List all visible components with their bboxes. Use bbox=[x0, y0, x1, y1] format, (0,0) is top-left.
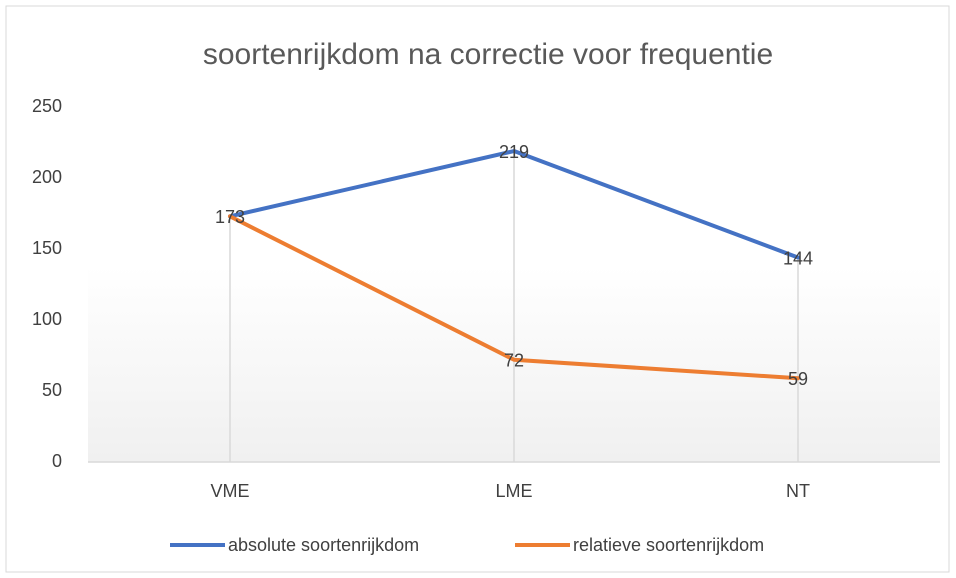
y-tick-label: 150 bbox=[32, 238, 62, 258]
y-tick-label: 0 bbox=[52, 451, 62, 471]
data-label: 72 bbox=[504, 351, 524, 371]
y-tick-label: 200 bbox=[32, 167, 62, 187]
chart-title: soortenrijkdom na correctie voor frequen… bbox=[203, 38, 773, 71]
y-tick-label: 50 bbox=[42, 380, 62, 400]
y-tick-label: 250 bbox=[32, 96, 62, 116]
x-tick-label: NT bbox=[786, 481, 810, 501]
series-line bbox=[228, 149, 800, 260]
legend-label: absolute soortenrijkdom bbox=[228, 535, 419, 555]
x-tick-label: VME bbox=[210, 481, 249, 501]
series-line bbox=[228, 214, 800, 381]
data-label: 144 bbox=[783, 248, 813, 268]
data-label: 173 bbox=[215, 207, 245, 227]
data-label: 59 bbox=[788, 369, 808, 389]
x-tick-label: LME bbox=[495, 481, 532, 501]
data-label: 219 bbox=[499, 142, 529, 162]
legend-label: relatieve soortenrijkdom bbox=[573, 535, 764, 555]
y-tick-label: 100 bbox=[32, 309, 62, 329]
